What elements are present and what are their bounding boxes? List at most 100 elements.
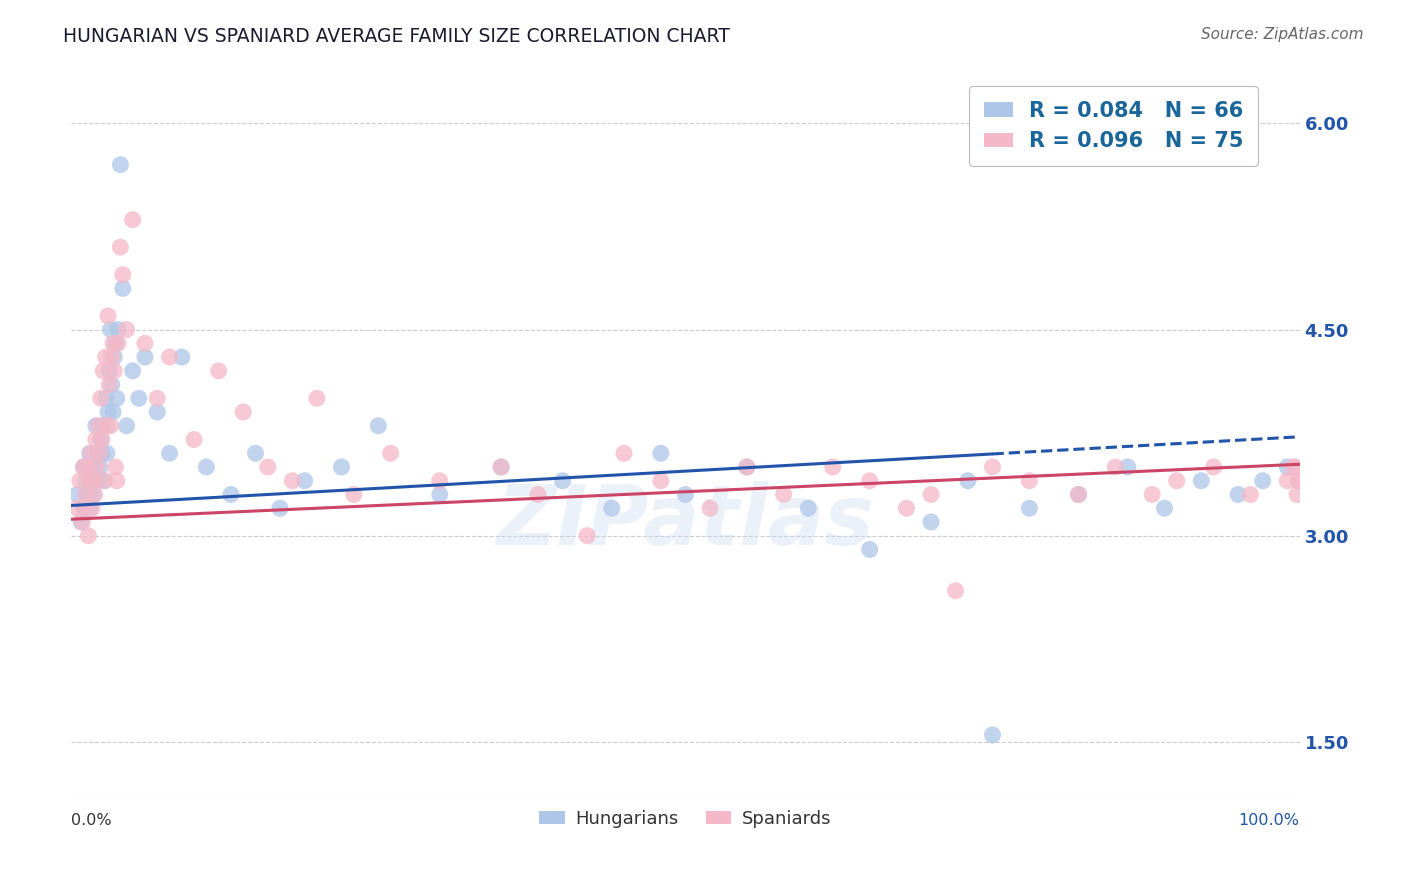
Point [1018,474,1040,488]
Point [269,501,291,516]
Point [111,281,134,295]
Point [245,446,267,460]
Point [170,350,193,364]
Point [735,460,758,475]
Point [90,392,112,406]
Point [69,474,91,488]
Point [72,460,94,475]
Point [121,364,143,378]
Point [73,501,96,516]
Point [945,583,967,598]
Point [1277,474,1299,488]
Point [75,474,97,488]
Point [128,392,150,406]
Point [82,501,104,516]
Text: 100.0%: 100.0% [1239,814,1299,829]
Point [281,474,304,488]
Point [105,474,128,488]
Point [115,323,138,337]
Point [79,474,101,488]
Point [256,460,278,475]
Point [83,487,105,501]
Point [489,460,512,475]
Point [1282,460,1305,475]
Point [183,433,205,447]
Point [90,433,112,447]
Point [1067,487,1090,501]
Point [650,446,672,460]
Point [1277,460,1299,475]
Point [94,350,117,364]
Point [600,501,623,516]
Point [1288,474,1310,488]
Point [101,336,124,351]
Point [101,405,124,419]
Text: HUNGARIAN VS SPANIARD AVERAGE FAMILY SIZE CORRELATION CHART: HUNGARIAN VS SPANIARD AVERAGE FAMILY SIZ… [63,27,730,45]
Legend: Hungarians, Spaniards: Hungarians, Spaniards [531,803,838,835]
Point [1153,501,1175,516]
Point [72,460,94,475]
Point [859,542,882,557]
Point [981,460,1004,475]
Point [1251,474,1274,488]
Point [1166,474,1188,488]
Point [82,474,104,488]
Point [367,418,389,433]
Point [100,377,122,392]
Point [91,433,114,447]
Point [104,460,127,475]
Point [1239,487,1261,501]
Point [896,501,918,516]
Point [110,158,132,172]
Point [650,474,672,488]
Point [219,487,242,501]
Point [79,501,101,516]
Point [96,418,118,433]
Point [82,474,104,488]
Point [110,240,132,254]
Point [75,487,97,501]
Point [86,460,108,475]
Point [87,418,110,433]
Point [76,487,98,501]
Point [699,501,721,516]
Point [121,212,143,227]
Point [859,474,882,488]
Point [103,364,125,378]
Point [673,487,696,501]
Point [956,474,979,488]
Point [305,392,328,406]
Point [981,728,1004,742]
Point [1018,501,1040,516]
Point [87,446,110,460]
Point [97,309,120,323]
Point [232,405,254,419]
Point [107,336,129,351]
Point [429,487,451,501]
Point [72,515,94,529]
Point [82,487,104,501]
Point [920,515,942,529]
Point [134,350,156,364]
Point [1286,474,1309,488]
Point [134,336,156,351]
Point [79,446,101,460]
Point [91,418,114,433]
Point [70,515,93,529]
Point [146,392,169,406]
Point [159,350,181,364]
Point [72,501,94,516]
Point [115,418,138,433]
Point [1189,474,1212,488]
Point [330,460,353,475]
Point [489,460,512,475]
Point [797,501,820,516]
Point [84,418,107,433]
Point [77,529,100,543]
Point [93,474,115,488]
Point [104,336,127,351]
Point [1285,460,1308,475]
Point [100,418,122,433]
Point [146,405,169,419]
Point [380,446,402,460]
